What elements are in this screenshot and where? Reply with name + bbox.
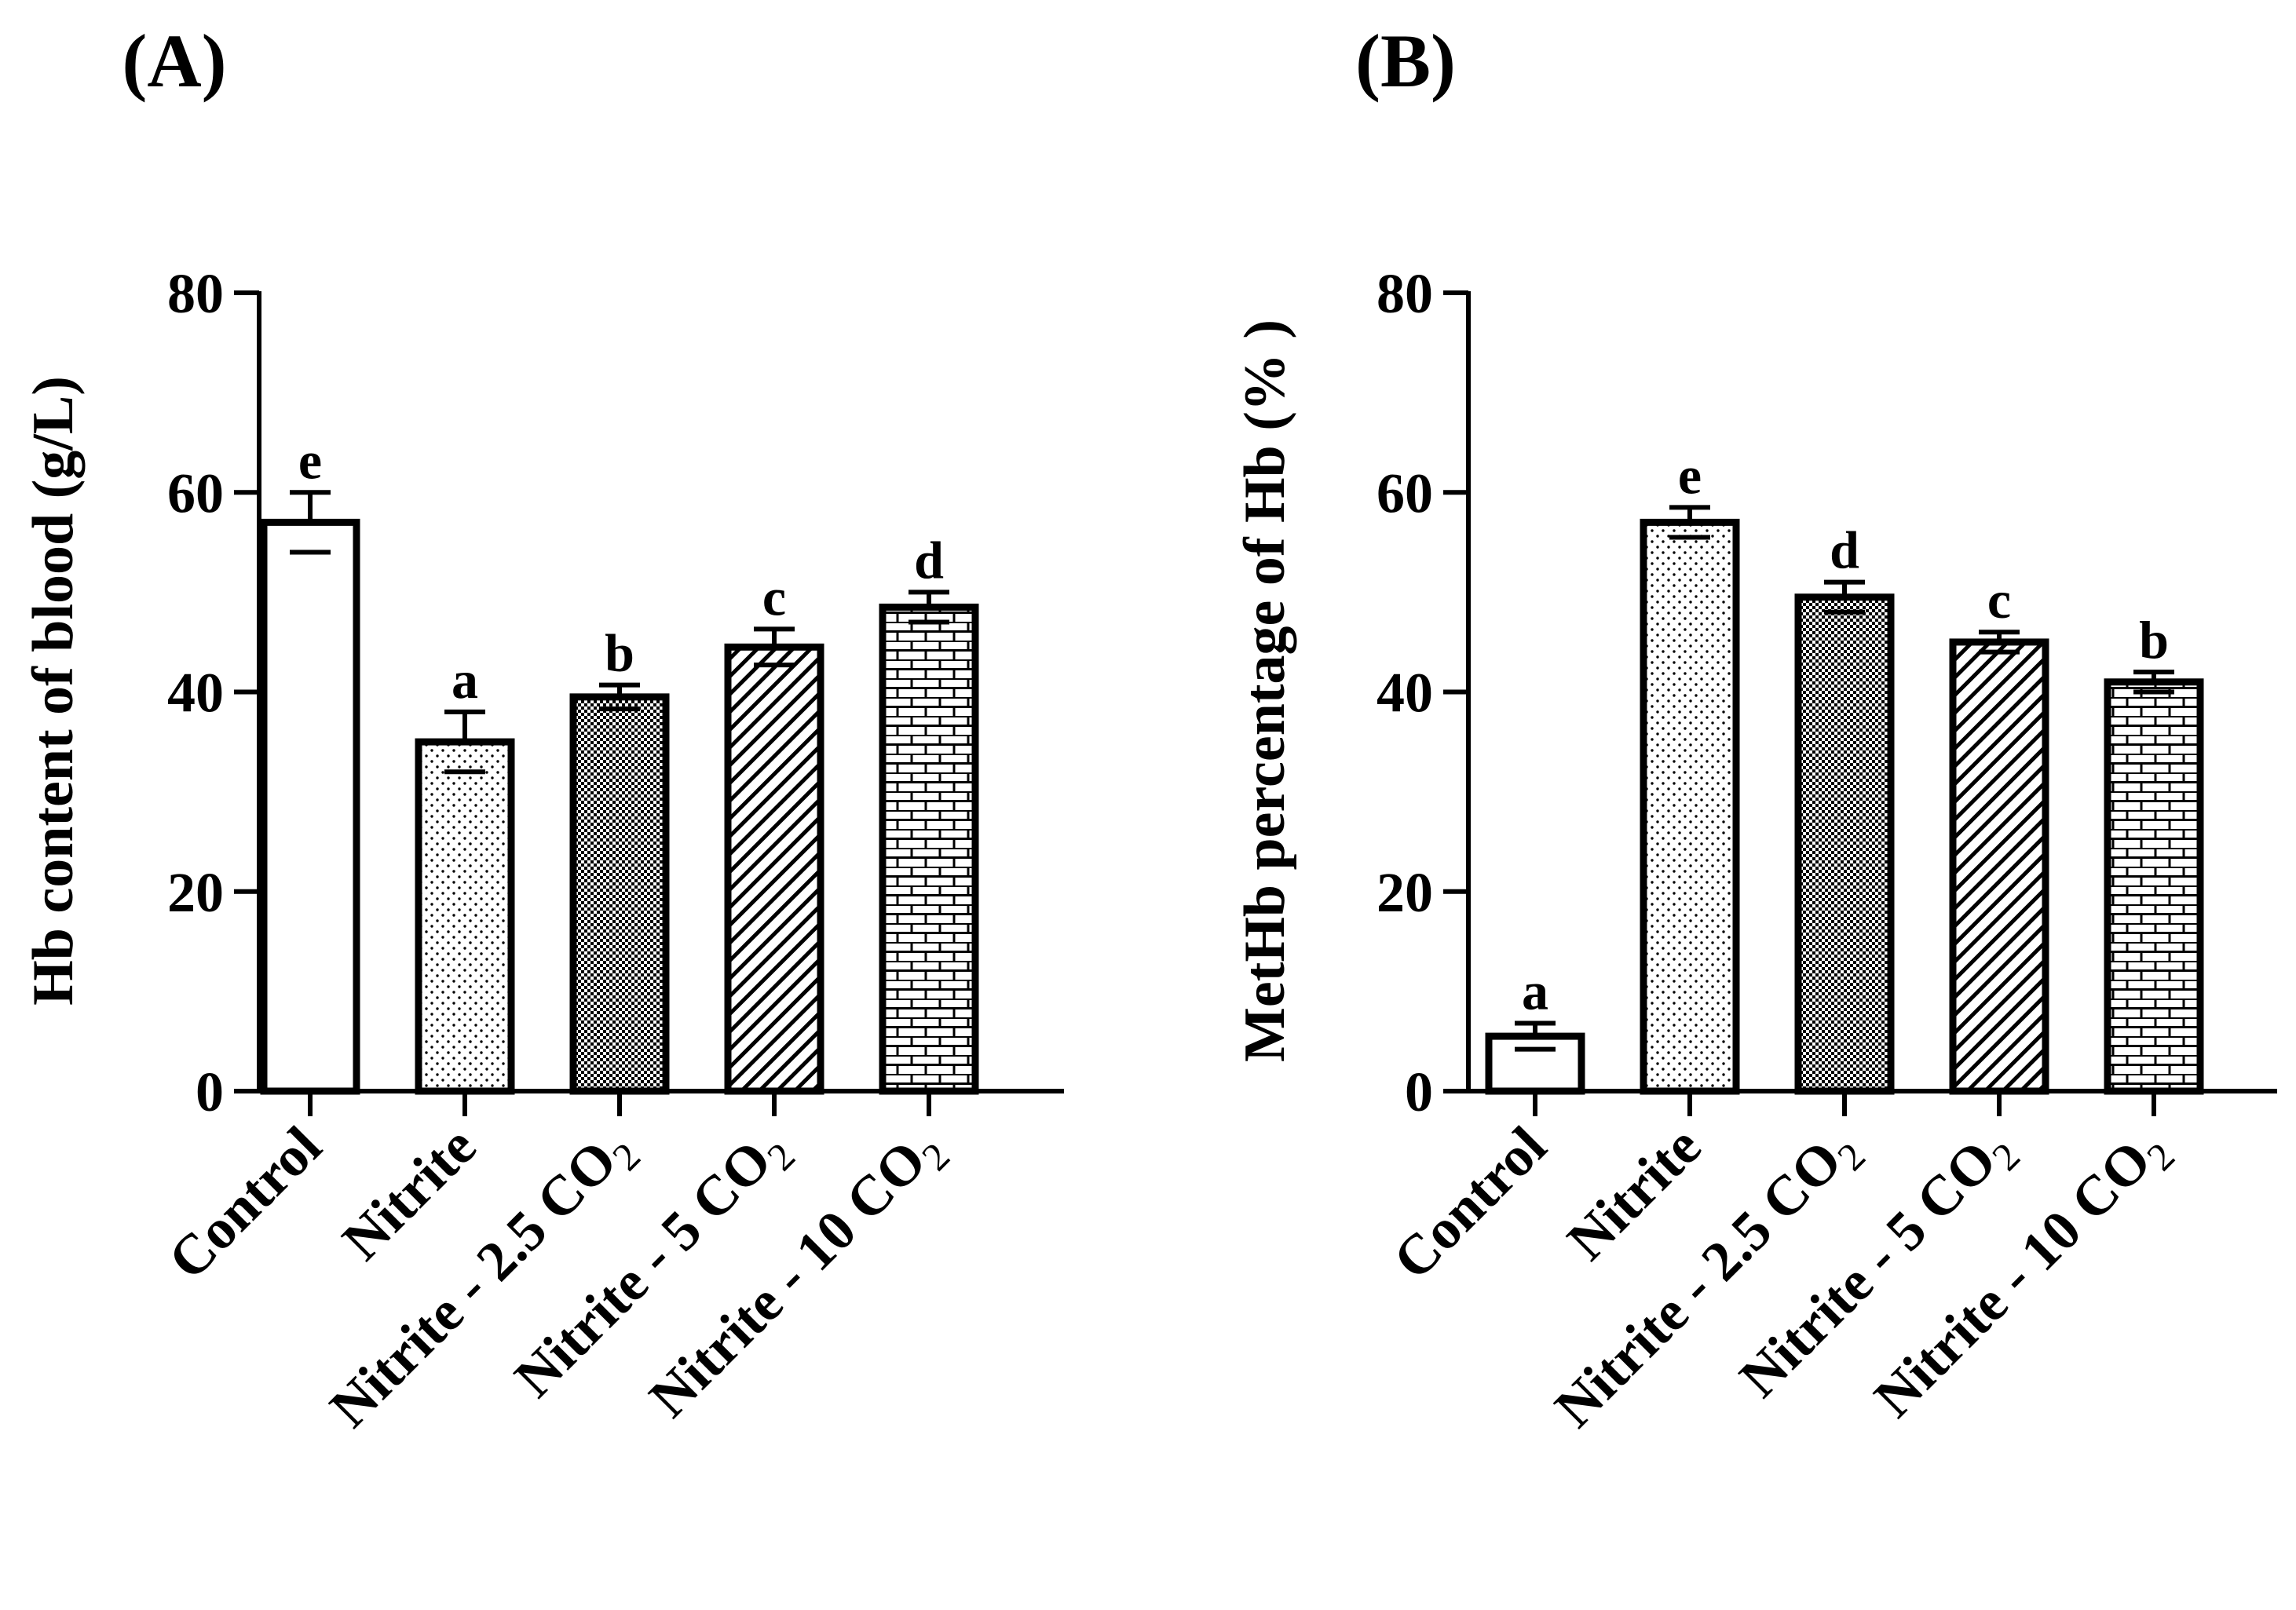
panel-b-significance-letter: e: [1678, 445, 1702, 505]
panel-a-y-axis-label: Hb content of blood (g/L): [21, 376, 86, 1006]
panel-a-label: (A): [122, 19, 226, 103]
panel-b-bar: [1949, 638, 2049, 1095]
panel-b-y-tick-label: 20: [1377, 861, 1433, 924]
panel-b-significance-letter: d: [1830, 520, 1859, 580]
panel-a-bar: [569, 693, 670, 1095]
panel-b-label: (B): [1355, 19, 1456, 103]
panel-a-significance-letter: d: [914, 530, 944, 590]
panel-a-bar: [879, 603, 979, 1095]
panel-b-bar: [2104, 678, 2204, 1095]
panel-b: (B) MetHb percentage of Hb (% ) 0 20 40 60 80 a…: [1233, 19, 2277, 1439]
panel-a-y-tick-label: 60: [167, 462, 224, 524]
panel-b-bar: [1794, 593, 1895, 1095]
panel-b-category-label: Control: [1381, 1115, 1558, 1291]
panel-a-bar: [724, 643, 824, 1095]
panel-a-bar: [260, 518, 360, 1095]
panel-a-bar: [415, 738, 515, 1095]
panel-b-y-tick-label: 80: [1377, 262, 1433, 325]
panel-b-bar: [1485, 1032, 1585, 1095]
panel-a-significance-letter: e: [298, 430, 322, 490]
panel-b-y-tick-label: 40: [1377, 662, 1433, 725]
panel-b-y-axis-label: MetHb percentage of Hb (% ): [1233, 319, 1297, 1062]
panel-b-significance-letter: a: [1522, 962, 1548, 1021]
panel-a-y-tick-label: 40: [167, 662, 224, 725]
panel-a-y-tick-label: 80: [167, 262, 224, 325]
panel-b-y-tick-label: 60: [1377, 462, 1433, 524]
panel-b-significance-letter: b: [2139, 610, 2169, 670]
panel-a-significance-letter: c: [762, 567, 786, 626]
panel-a-y-tick-label: 20: [167, 861, 224, 924]
panel-a: (A) Hb content of blood (g/L) 0 20 40 60 80 e Co…: [21, 19, 1064, 1439]
panel-a-significance-letter: b: [605, 623, 634, 683]
panel-b-bar: [1640, 518, 1740, 1095]
panel-b-significance-letter: c: [1987, 570, 2011, 630]
panel-a-y-tick-label: 0: [196, 1061, 224, 1123]
panel-b-y-tick-label: 0: [1405, 1061, 1433, 1123]
panel-a-significance-letter: a: [452, 650, 478, 710]
panel-a-category-label: Control: [156, 1115, 333, 1291]
